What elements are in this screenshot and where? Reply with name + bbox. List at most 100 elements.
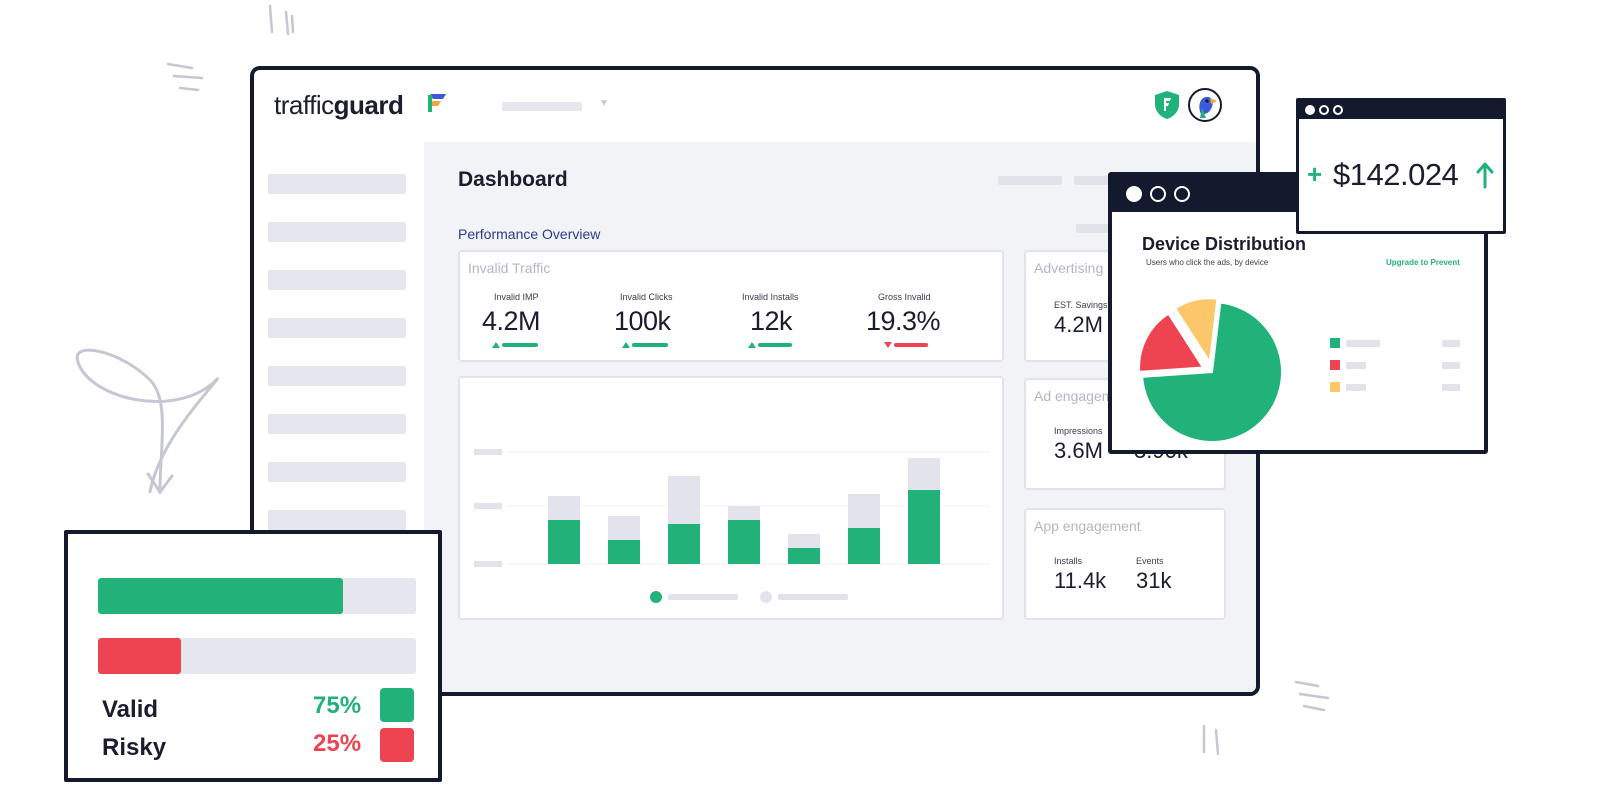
chevron-down-icon[interactable]: ▼ [599, 98, 609, 109]
pie-slice[interactable] [1138, 312, 1205, 373]
bar-remaining[interactable] [668, 476, 700, 524]
section-placeholder [1076, 224, 1116, 233]
bar-remaining[interactable] [848, 494, 880, 528]
decorative-doodle-marks [1294, 680, 1330, 712]
trend-bar [894, 343, 928, 347]
bar-remaining[interactable] [608, 516, 640, 540]
bar-valid[interactable] [728, 520, 760, 564]
section-title: Performance Overview [458, 226, 601, 242]
arrow-up-icon [1476, 162, 1494, 189]
trend-bar [502, 343, 538, 347]
sidebar-item[interactable] [268, 462, 406, 482]
metric-label: Gross Invalid [878, 292, 931, 302]
window-minimize-icon[interactable] [1150, 186, 1166, 202]
bar-valid[interactable] [848, 528, 880, 564]
metric-label: EST. Savings [1054, 300, 1108, 310]
decorative-doodle-marks [268, 4, 295, 36]
metric-value: 4.2M [1054, 312, 1103, 337]
window-minimize-icon[interactable] [1319, 105, 1329, 115]
metric-value: 12k [750, 306, 793, 336]
risky-progress-bar [98, 638, 416, 674]
valid-label: Valid [102, 696, 159, 723]
bar-remaining[interactable] [548, 496, 580, 520]
trend-up-icon [622, 342, 630, 348]
metric-value: 100k [614, 306, 671, 336]
parrot-avatar-icon [1199, 96, 1217, 118]
bar-remaining[interactable] [728, 506, 760, 520]
sidebar-item[interactable] [268, 174, 406, 194]
card-title: Advertising [1034, 260, 1104, 276]
account-selector[interactable] [502, 102, 582, 111]
sidebar-item[interactable] [268, 270, 406, 290]
device-pie-chart [1138, 297, 1283, 443]
window-maximize-icon[interactable] [1333, 105, 1343, 115]
trend-bar [758, 343, 792, 347]
user-avatar[interactable] [1188, 88, 1222, 122]
legend-dot[interactable] [650, 591, 662, 603]
risky-swatch [380, 728, 414, 762]
legend-label [1346, 362, 1366, 369]
valid-progress-bar [98, 578, 416, 614]
decorative-doodle-marks [1202, 724, 1220, 756]
risky-percent: 25% [313, 730, 362, 757]
bar-valid[interactable] [668, 524, 700, 564]
savings-plus: + [1307, 159, 1323, 189]
y-tick-label [474, 449, 502, 455]
window-close-icon[interactable] [1305, 105, 1315, 115]
y-tick-label [474, 561, 502, 567]
bar-remaining[interactable] [788, 534, 820, 548]
device-title: Device Distribution [1142, 234, 1307, 254]
bar-chart [474, 449, 990, 603]
savings-value: $142.024 [1333, 157, 1459, 192]
legend-swatch-red [1330, 360, 1340, 370]
window-close-icon[interactable] [1126, 186, 1142, 202]
invalid-traffic-card: Invalid Traffic Invalid IMP 4.2M Invalid… [458, 250, 1004, 362]
trend-down-icon [884, 342, 892, 348]
window-maximize-icon[interactable] [1174, 186, 1190, 202]
bar-valid[interactable] [608, 540, 640, 564]
risky-progress-fill [98, 638, 181, 674]
top-bar: trafficguard ▼ [254, 70, 1256, 142]
bar-valid[interactable] [548, 520, 580, 564]
metric-label: Invalid Clicks [620, 292, 673, 302]
decorative-doodle-marks [166, 62, 204, 92]
upgrade-link[interactable]: Upgrade to Prevent [1386, 258, 1460, 267]
metric-label: Impressions [1054, 426, 1103, 436]
legend-swatch-green [1330, 338, 1340, 348]
metric-value: 31k [1136, 568, 1172, 593]
trend-bar [632, 343, 668, 347]
window-title-bar [1299, 101, 1503, 119]
trend-up-icon [492, 342, 500, 348]
pie-slice[interactable] [1173, 297, 1219, 366]
app-engagement-card: App engagement Installs 11.4k Events 31k [1024, 508, 1226, 620]
sidebar-item[interactable] [268, 318, 406, 338]
bar-valid[interactable] [788, 548, 820, 564]
decorative-doodle-arrow [75, 348, 220, 495]
metric-value: 4.2M [482, 306, 541, 336]
legend-swatch-yellow [1330, 382, 1340, 392]
metric-value: 11.4k [1054, 568, 1107, 593]
trafficguard-logo-mark-icon [428, 94, 446, 112]
sidebar-item[interactable] [268, 366, 406, 386]
shield-icon[interactable] [1154, 90, 1180, 120]
sidebar-item[interactable] [268, 510, 406, 530]
savings-popup: + $142.024 [1296, 98, 1506, 234]
metric-label: Events [1136, 556, 1164, 566]
bar-remaining[interactable] [908, 458, 940, 490]
legend-item[interactable] [778, 594, 848, 600]
y-tick-label [474, 503, 502, 509]
sidebar-item[interactable] [268, 222, 406, 242]
legend-value [1442, 340, 1460, 347]
legend-item[interactable] [668, 594, 738, 600]
bar-valid[interactable] [908, 490, 940, 564]
legend-label [1346, 384, 1366, 391]
sidebar-item[interactable] [268, 414, 406, 434]
legend-dot[interactable] [760, 591, 772, 603]
trend-up-icon [748, 342, 756, 348]
valid-swatch [380, 688, 414, 722]
metric-value: 19.3% [866, 306, 941, 336]
trafficguard-logo[interactable]: trafficguard [274, 90, 404, 120]
metric-label: Invalid Installs [742, 292, 799, 302]
metric-label: Installs [1054, 556, 1083, 566]
pie-slice[interactable] [1141, 301, 1283, 443]
